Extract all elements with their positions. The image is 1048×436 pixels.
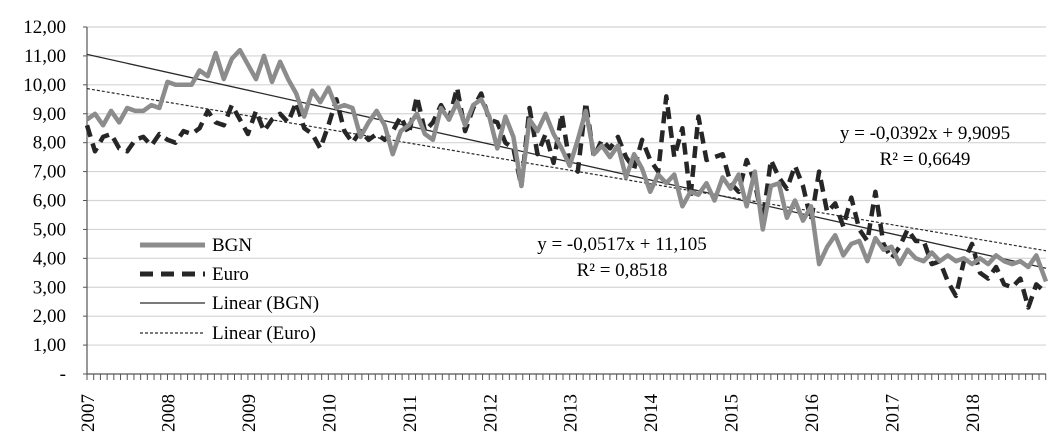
legend-label-euro: Euro xyxy=(212,264,249,285)
x-tick-label: 2010 xyxy=(319,394,340,432)
y-tick-label: 12,00 xyxy=(23,17,66,38)
y-tick-label: 1,00 xyxy=(33,335,66,356)
y-tick-label: 2,00 xyxy=(33,306,66,327)
x-tick-label: 2015 xyxy=(722,394,743,432)
y-tick-label: 11,00 xyxy=(24,46,66,67)
x-tick-label: 2008 xyxy=(158,394,179,432)
x-tick-label: 2009 xyxy=(239,394,260,432)
r2-euro: R² = 0,6649 xyxy=(880,149,971,170)
legend-label-linear-euro: Linear (Euro) xyxy=(212,323,316,344)
y-tick-label: 8,00 xyxy=(33,133,66,154)
trendline-euro xyxy=(86,87,1047,252)
x-tick-label: 2017 xyxy=(883,394,904,432)
x-tick-label: 2007 xyxy=(78,394,99,432)
series-line-bgn xyxy=(85,47,1048,283)
x-tick-label: 2014 xyxy=(641,394,662,433)
y-tick-label: 10,00 xyxy=(23,75,66,96)
axes xyxy=(83,26,1047,380)
r2-bgn: R² = 0,8518 xyxy=(577,260,668,281)
y-tick-label: 3,00 xyxy=(33,277,66,298)
x-tick-label: 2011 xyxy=(400,395,421,432)
equation-euro: y = -0,0392x + 9,9095 xyxy=(840,123,1010,144)
y-tick-label: 5,00 xyxy=(33,219,66,240)
gridlines xyxy=(87,26,1046,346)
equation-bgn: y = -0,0517x + 11,105 xyxy=(537,234,707,255)
x-tick-label: 2013 xyxy=(561,394,582,432)
legend-label-bgn: BGN xyxy=(212,235,252,256)
trend-annotation-euro: y = -0,0392x + 9,9095 R² = 0,6649 xyxy=(840,123,1010,170)
series-lines xyxy=(84,47,1048,310)
y-tick-label: 6,00 xyxy=(33,191,66,212)
legend: BGN Euro Linear (BGN) Linear (Euro) xyxy=(140,235,319,344)
y-tick-label: - xyxy=(60,364,66,385)
x-tick-label: 2012 xyxy=(480,394,501,432)
x-tick-label: 2018 xyxy=(963,394,984,432)
series-line-euro xyxy=(84,85,1048,310)
trend-annotation-bgn: y = -0,0517x + 11,105 R² = 0,8518 xyxy=(537,234,707,281)
x-tick-label: 2016 xyxy=(802,394,823,432)
x-axis-tick-labels: 2007 2008 2009 2010 2011 2012 2013 2014 2015 2016… xyxy=(78,394,984,433)
y-axis-tick-labels: - 1,00 2,00 3,00 4,00 5,00 6,00 7,00 8,00 9,00 10,… xyxy=(23,17,66,385)
y-tick-label: 7,00 xyxy=(33,162,66,183)
y-tick-label: 9,00 xyxy=(33,104,66,125)
legend-label-linear-bgn: Linear (BGN) xyxy=(212,293,319,314)
y-tick-label: 4,00 xyxy=(33,248,66,269)
